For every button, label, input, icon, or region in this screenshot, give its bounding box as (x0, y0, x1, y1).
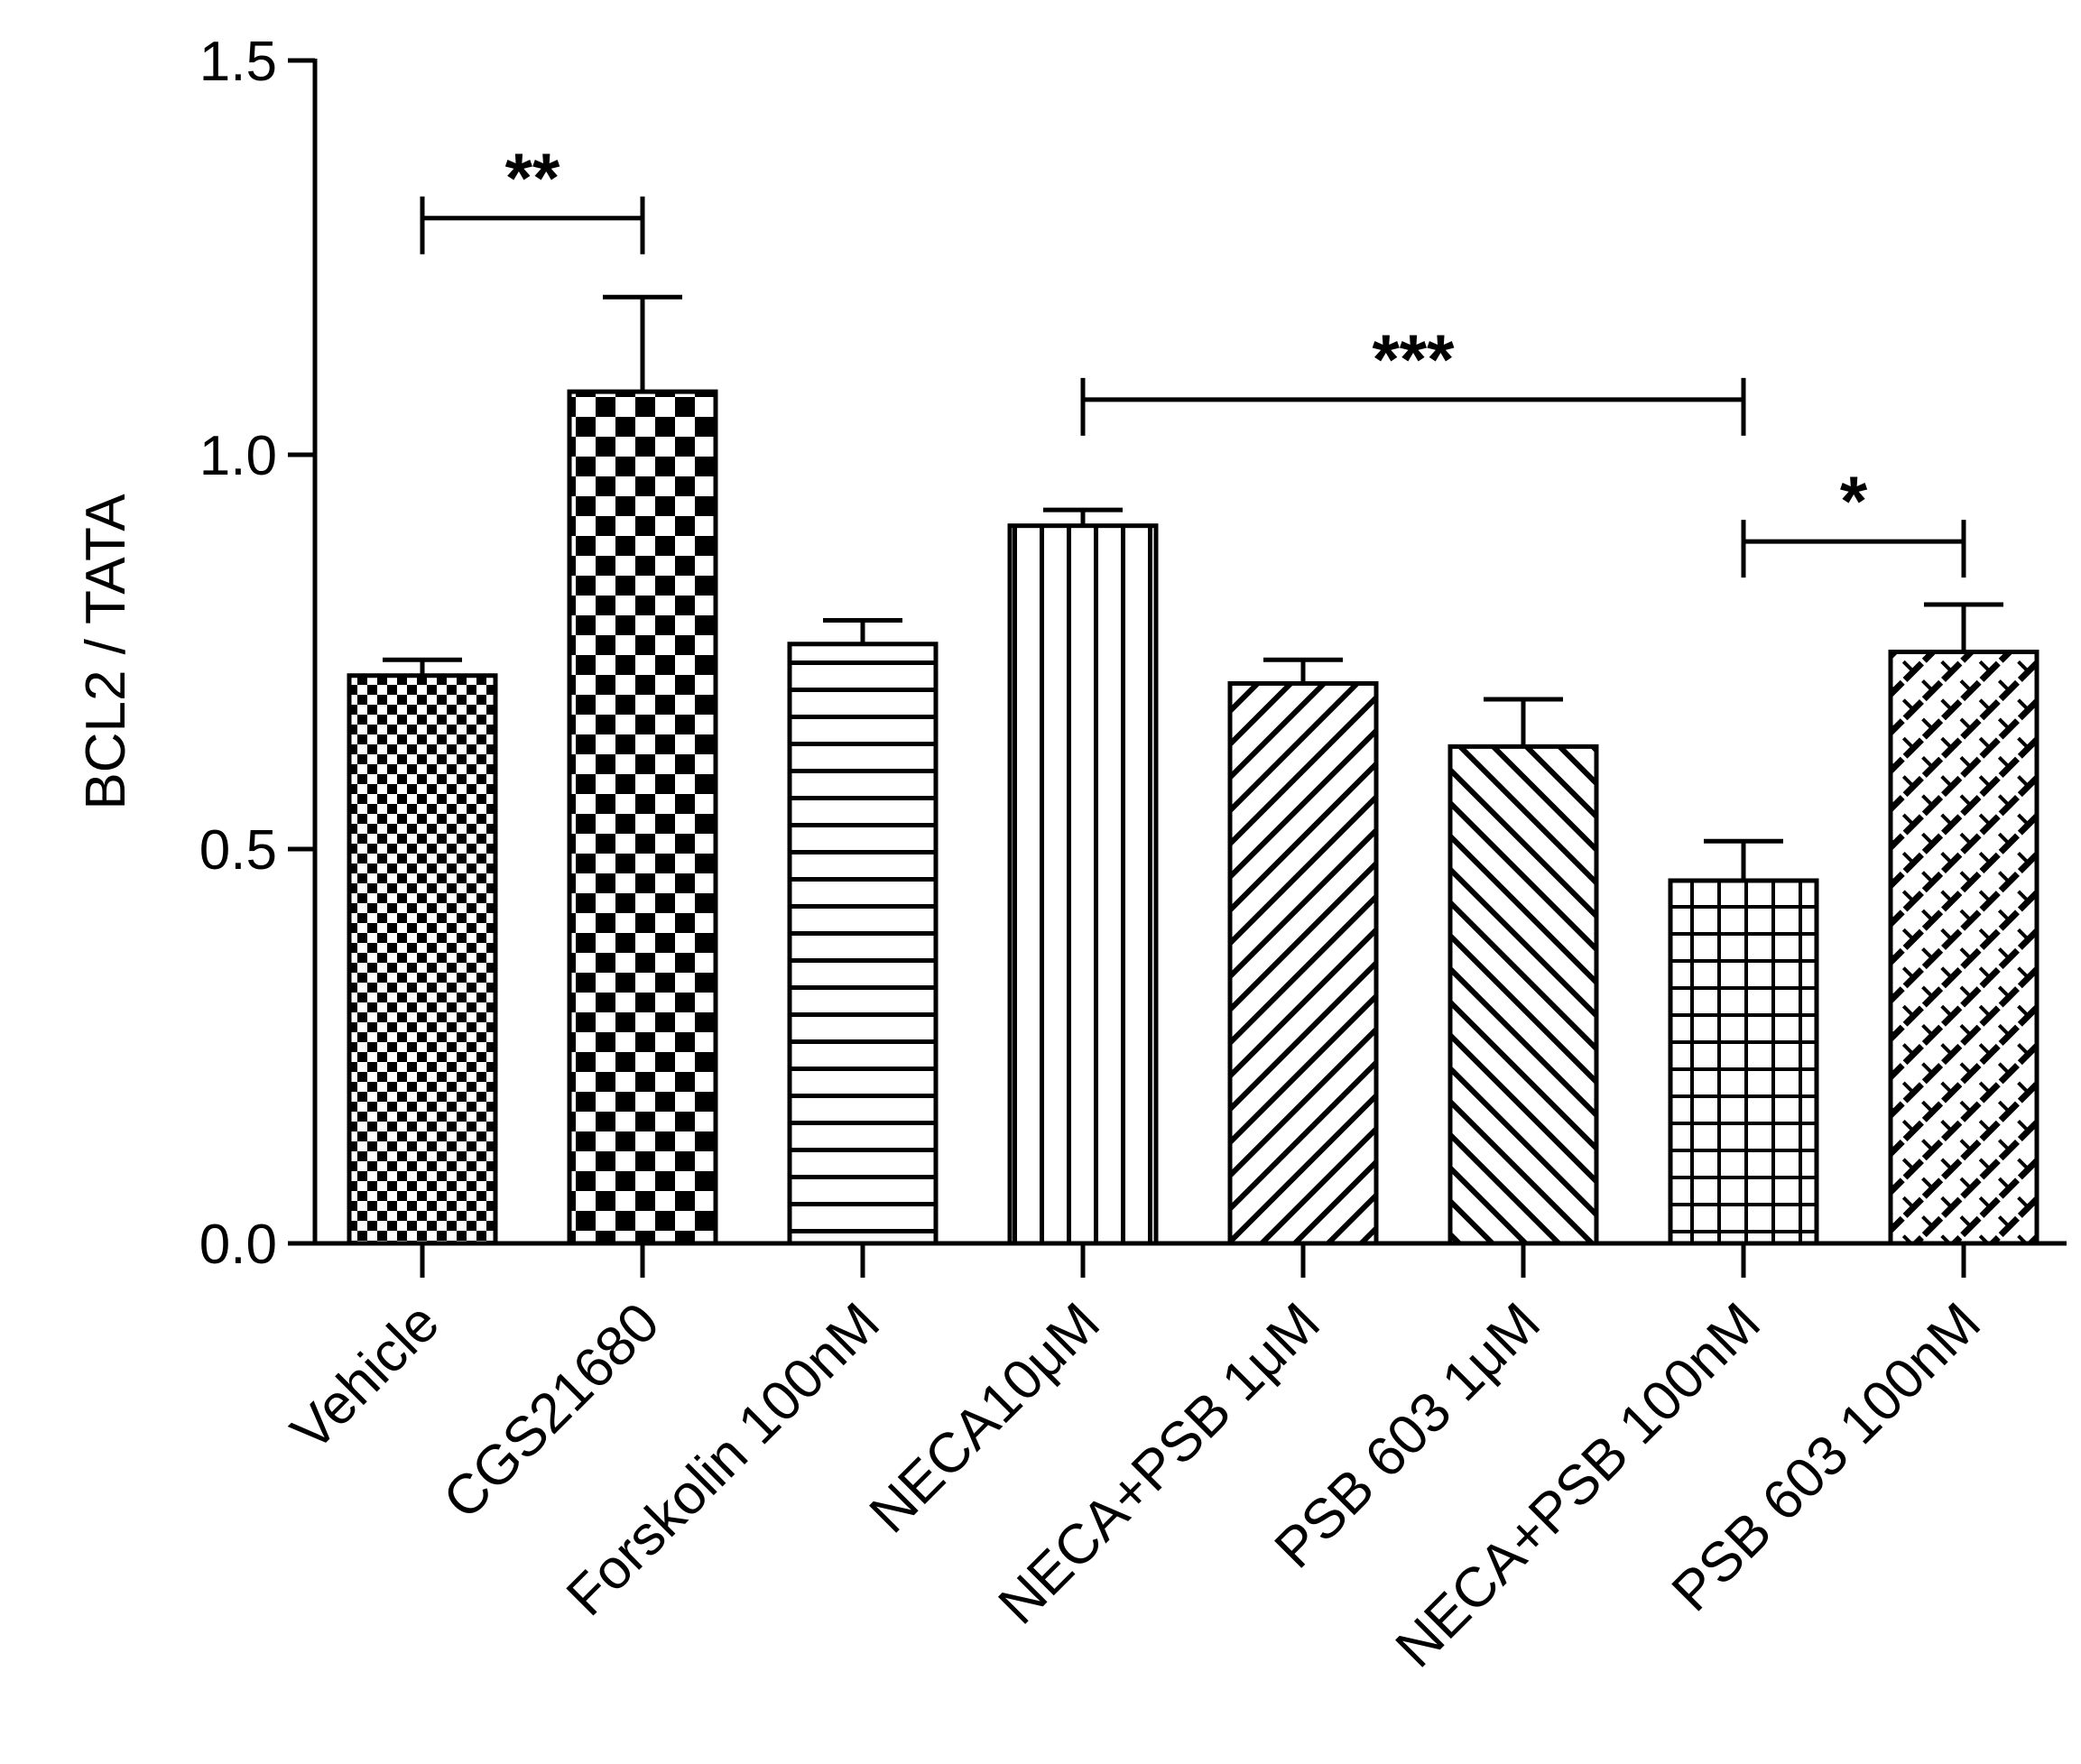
y-tick-label-1: 0.0 (199, 1214, 277, 1276)
x-tick-label-7: NECA+PSB 100nM (1384, 1291, 1772, 1679)
sig-label-1: ** (505, 138, 560, 217)
bar-2 (567, 389, 718, 1246)
bar-7 (1668, 878, 1819, 1246)
y-tick-label-3: 1.0 (199, 425, 277, 487)
bars (347, 389, 2039, 1246)
y-tick-label-2: 0.5 (199, 819, 277, 882)
y-axis-label: BCL2 / TATA (75, 494, 137, 810)
x-tick-label-2: CGS21680 (431, 1291, 671, 1531)
error-bars (383, 294, 2003, 881)
bar-6 (1447, 743, 1599, 1246)
bar-5 (1227, 680, 1379, 1246)
bar-8 (1888, 650, 2039, 1246)
sig-label-2: *** (1372, 319, 1455, 399)
axes (288, 58, 2067, 1278)
bar-1 (347, 673, 498, 1246)
sig-label-3: * (1840, 461, 1868, 540)
bar-3 (787, 642, 939, 1246)
bar-4 (1007, 523, 1159, 1246)
y-tick-label-4: 1.5 (199, 31, 277, 93)
significance-brackets (420, 196, 1966, 578)
x-tick-label-1: Vehicle (280, 1291, 451, 1463)
